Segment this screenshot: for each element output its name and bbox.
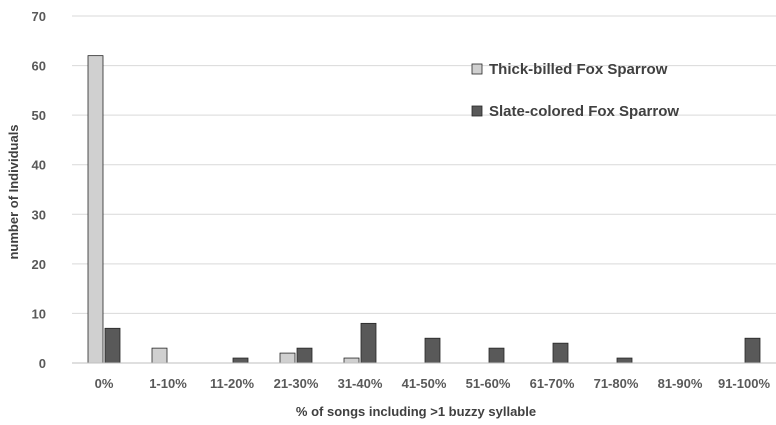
y-tick-label: 20 — [32, 257, 46, 272]
x-tick-label: 71-80% — [594, 376, 639, 391]
legend-label: Slate-colored Fox Sparrow — [489, 103, 679, 120]
y-tick-label: 70 — [32, 9, 46, 24]
legend-swatch — [471, 63, 483, 75]
gridlines — [72, 15, 776, 314]
x-tick-label: 1-10% — [149, 376, 187, 391]
bar-slate-colored — [488, 347, 505, 364]
bar-slate-colored — [360, 322, 377, 364]
legend-label: Thick-billed Fox Sparrow — [489, 61, 668, 78]
y-tick-label: 40 — [32, 158, 46, 173]
bar-slate-colored — [424, 337, 441, 364]
bar-slate-colored — [616, 357, 633, 364]
y-tick-label: 60 — [32, 59, 46, 74]
x-tick-label: 81-90% — [658, 376, 703, 391]
bar-slate-colored — [552, 342, 569, 364]
bar-slate-colored — [104, 327, 121, 364]
x-tick-labels: 0% 1-10% 11-20% 21-30% 31-40% 41-50% 51-60% 61-… — [95, 376, 771, 391]
legend-swatch — [471, 105, 483, 117]
y-tick-label: 10 — [32, 306, 46, 321]
bar-thick-billed — [279, 352, 296, 364]
x-tick-label: 91-100% — [718, 376, 770, 391]
y-tick-label: 50 — [32, 108, 46, 123]
x-tick-label: 51-60% — [466, 376, 511, 391]
x-tick-label: 0% — [95, 376, 114, 391]
x-tick-label: 61-70% — [530, 376, 575, 391]
x-tick-label: 11-20% — [210, 376, 255, 391]
y-tick-label: 0 — [39, 356, 46, 371]
x-axis-label: % of songs including >1 buzzy syllable — [296, 404, 536, 419]
y-axis-label: number of Individuals — [6, 124, 21, 259]
bar-thick-billed — [87, 55, 104, 364]
bars — [87, 55, 761, 364]
bar-slate-colored — [232, 357, 249, 364]
y-tick-labels: 0 10 20 30 40 50 60 70 — [32, 9, 46, 371]
x-tick-label: 41-50% — [402, 376, 447, 391]
x-tick-label: 21-30% — [274, 376, 319, 391]
x-tick-label: 31-40% — [338, 376, 383, 391]
bar-slate-colored — [744, 337, 761, 364]
bar-thick-billed — [151, 347, 168, 364]
bar-thick-billed — [343, 357, 360, 364]
legend: Thick-billed Fox Sparrow Slate-colored Fo… — [471, 61, 679, 120]
bar-slate-colored — [296, 347, 313, 364]
y-tick-label: 30 — [32, 207, 46, 222]
